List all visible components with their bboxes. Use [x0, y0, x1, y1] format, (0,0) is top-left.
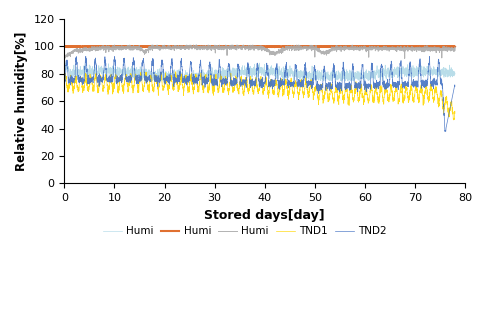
Humi [445, 49, 450, 53]
Humi [445, 45, 450, 49]
Line: TND1: TND1 [64, 72, 455, 120]
Humi [228, 45, 234, 49]
Humi [61, 45, 67, 48]
Line: TND2: TND2 [64, 56, 455, 131]
TND2 [402, 82, 408, 86]
TND2 [442, 129, 448, 133]
TND2 [228, 78, 234, 82]
Humi [61, 53, 67, 57]
TND1 [129, 84, 135, 88]
TND2 [452, 85, 458, 88]
Humi [130, 68, 135, 72]
TND1 [173, 70, 179, 74]
Humi [130, 47, 135, 51]
TND1 [452, 112, 458, 115]
TND1 [106, 84, 112, 88]
Humi [211, 45, 217, 49]
TND2 [211, 79, 217, 83]
Humi [88, 79, 94, 83]
TND1 [228, 78, 234, 82]
X-axis label: Stored days[day]: Stored days[day] [205, 209, 325, 222]
Humi [130, 45, 135, 48]
TND1 [450, 118, 456, 122]
Humi [211, 47, 217, 51]
TND2 [106, 78, 112, 81]
Humi [103, 44, 109, 48]
Line: Humi: Humi [64, 46, 455, 47]
Humi [106, 45, 112, 49]
Humi [61, 61, 67, 65]
Humi [112, 43, 117, 47]
TND2 [61, 80, 67, 84]
Humi [106, 45, 112, 49]
TND2 [130, 72, 135, 76]
Humi [228, 45, 234, 49]
Humi [452, 45, 458, 49]
TND2 [445, 119, 450, 123]
Humi [452, 71, 458, 75]
Humi [62, 58, 68, 62]
Humi [106, 66, 112, 70]
Humi [403, 45, 409, 49]
Humi [62, 57, 68, 60]
TND1 [61, 84, 67, 88]
TND2 [83, 54, 89, 58]
Line: Humi: Humi [64, 60, 455, 81]
TND1 [445, 100, 450, 104]
Y-axis label: Relative humidity[%]: Relative humidity[%] [15, 31, 28, 171]
TND1 [402, 90, 408, 93]
TND1 [211, 90, 217, 93]
Line: Humi: Humi [64, 45, 455, 59]
Humi [452, 45, 458, 49]
Humi [403, 66, 409, 70]
Humi [445, 73, 450, 77]
Legend: Humi, Humi, Humi, TND1, TND2: Humi, Humi, Humi, TND1, TND2 [99, 222, 391, 241]
Humi [228, 70, 234, 73]
Humi [403, 45, 409, 49]
Humi [211, 75, 217, 79]
Humi [205, 45, 211, 49]
